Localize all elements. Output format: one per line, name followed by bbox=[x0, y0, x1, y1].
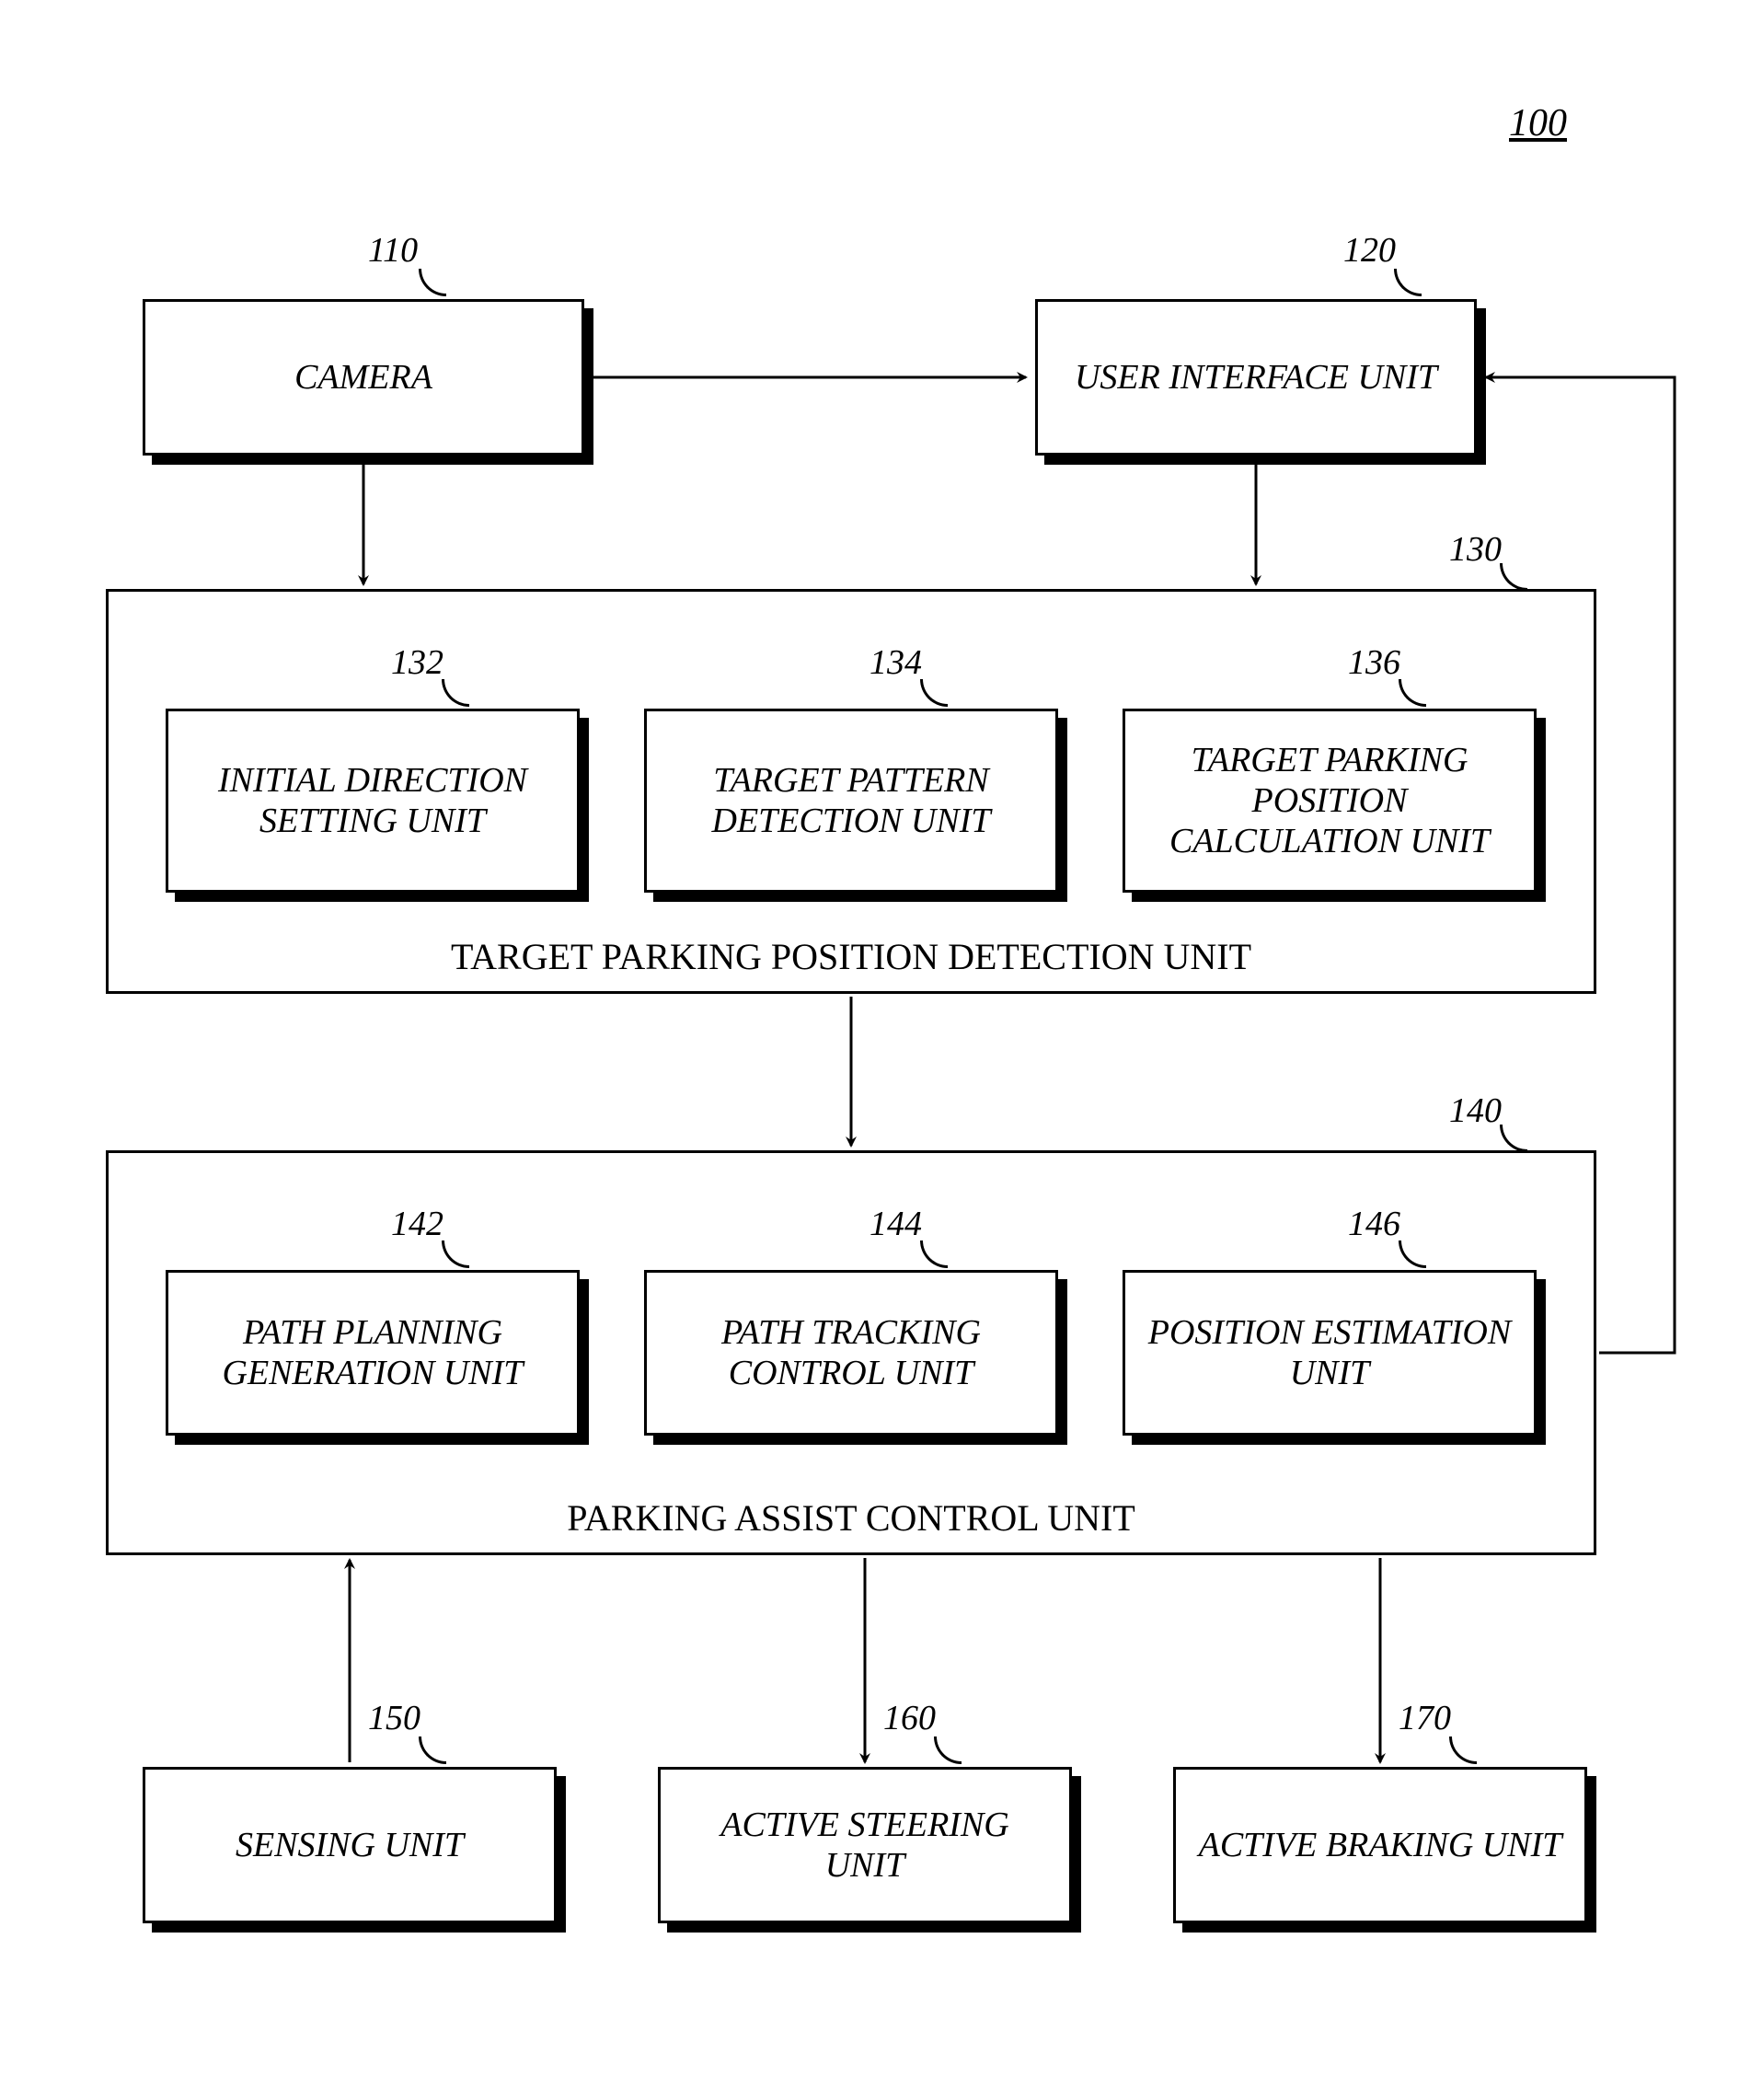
steering-label: ACTIVE STEERING UNIT bbox=[677, 1805, 1053, 1886]
tgt-pos-box: TARGET PARKING POSITION CALCULATION UNIT bbox=[1123, 709, 1537, 893]
init-dir-box: INITIAL DIRECTION SETTING UNIT bbox=[166, 709, 580, 893]
diagram-canvas: 100 CAMERA USER INTERFACE UNIT TARGET PA… bbox=[0, 0, 1739, 2100]
path-trk-label: PATH TRACKING CONTROL UNIT bbox=[663, 1312, 1039, 1393]
ref-tick-120 bbox=[1394, 269, 1422, 296]
pacu-label: PARKING ASSIST CONTROL UNIT bbox=[106, 1496, 1596, 1540]
pos-est-label: POSITION ESTIMATION UNIT bbox=[1142, 1312, 1517, 1393]
ref-170: 170 bbox=[1399, 1698, 1451, 1738]
ref-tick-170 bbox=[1449, 1737, 1477, 1764]
ui-unit-label: USER INTERFACE UNIT bbox=[1075, 357, 1437, 398]
init-dir-label: INITIAL DIRECTION SETTING UNIT bbox=[185, 760, 560, 841]
ref-130: 130 bbox=[1449, 529, 1502, 570]
ref-tick-140 bbox=[1500, 1125, 1527, 1152]
camera-box: CAMERA bbox=[143, 299, 584, 456]
ref-110: 110 bbox=[368, 230, 418, 271]
ref-136: 136 bbox=[1348, 642, 1400, 683]
ref-146: 146 bbox=[1348, 1204, 1400, 1244]
ref-160: 160 bbox=[883, 1698, 936, 1738]
braking-label: ACTIVE BRAKING UNIT bbox=[1199, 1825, 1562, 1865]
ref-140: 140 bbox=[1449, 1090, 1502, 1131]
ref-142: 142 bbox=[391, 1204, 443, 1244]
path-plan-label: PATH PLANNING GENERATION UNIT bbox=[185, 1312, 560, 1393]
figure-title: 100 bbox=[1509, 101, 1567, 145]
braking-box: ACTIVE BRAKING UNIT bbox=[1173, 1767, 1587, 1923]
path-plan-box: PATH PLANNING GENERATION UNIT bbox=[166, 1270, 580, 1436]
tgt-pat-label: TARGET PATTERN DETECTION UNIT bbox=[663, 760, 1039, 841]
ref-134: 134 bbox=[870, 642, 922, 683]
ref-144: 144 bbox=[870, 1204, 922, 1244]
ref-tick-160 bbox=[934, 1737, 962, 1764]
ref-tick-110 bbox=[419, 269, 446, 296]
ref-132: 132 bbox=[391, 642, 443, 683]
ui-unit-box: USER INTERFACE UNIT bbox=[1035, 299, 1477, 456]
ref-120: 120 bbox=[1343, 230, 1396, 271]
tgt-pos-label: TARGET PARKING POSITION CALCULATION UNIT bbox=[1142, 740, 1517, 861]
sensing-box: SENSING UNIT bbox=[143, 1767, 557, 1923]
tgt-pat-box: TARGET PATTERN DETECTION UNIT bbox=[644, 709, 1058, 893]
camera-label: CAMERA bbox=[294, 357, 432, 398]
sensing-label: SENSING UNIT bbox=[236, 1825, 464, 1865]
ref-tick-130 bbox=[1500, 563, 1527, 591]
path-trk-box: PATH TRACKING CONTROL UNIT bbox=[644, 1270, 1058, 1436]
steering-box: ACTIVE STEERING UNIT bbox=[658, 1767, 1072, 1923]
pos-est-box: POSITION ESTIMATION UNIT bbox=[1123, 1270, 1537, 1436]
ref-150: 150 bbox=[368, 1698, 420, 1738]
ref-tick-150 bbox=[419, 1737, 446, 1764]
tppdu-label: TARGET PARKING POSITION DETECTION UNIT bbox=[106, 935, 1596, 978]
